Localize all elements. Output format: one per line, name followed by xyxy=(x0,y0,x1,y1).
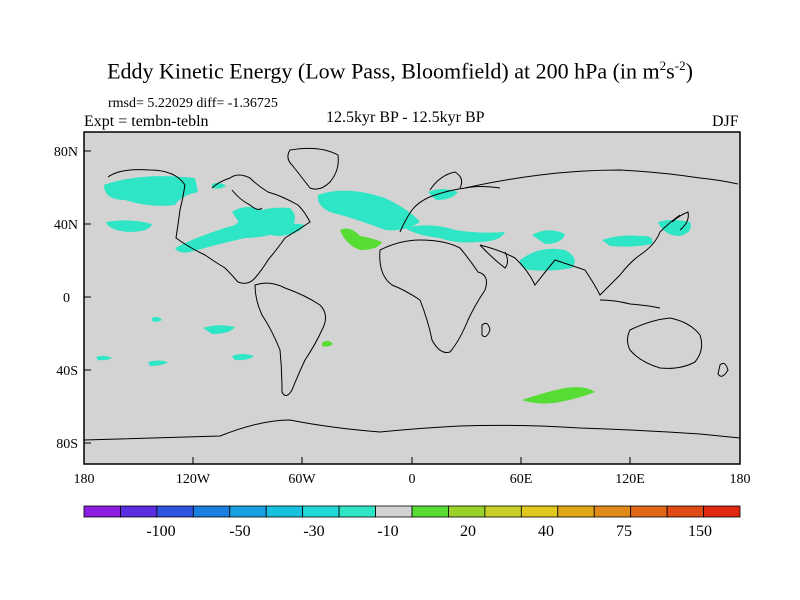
colorbar-swatch xyxy=(593,505,632,518)
season-label: DJF xyxy=(712,113,739,130)
colorbar-swatch xyxy=(156,505,194,518)
coastline-south-america xyxy=(254,282,326,396)
lat-label-80s: 80S xyxy=(56,437,78,452)
coastline-asia xyxy=(464,169,739,189)
lat-label-40s: 40S xyxy=(56,364,78,379)
anomaly-region-south-pacific-2 xyxy=(232,354,254,361)
coastline-scandinavia xyxy=(429,171,463,191)
colorbar-swatch xyxy=(338,505,376,518)
colorbar-swatch xyxy=(120,505,158,518)
coastline-hudson-bay xyxy=(231,189,263,210)
coastline-new-zealand xyxy=(717,362,729,377)
anomaly-region-greenland-spot xyxy=(212,182,226,189)
colorbar-swatch xyxy=(630,505,668,518)
lon-label-120e: 120E xyxy=(615,472,645,487)
anomaly-region-south-pacific-4 xyxy=(96,355,112,361)
coastline-antarctica xyxy=(83,419,741,441)
colorbar-swatch xyxy=(375,505,413,518)
period-label: 12.5kyr BP - 12.5kyr BP xyxy=(326,109,485,126)
colorbar-swatch xyxy=(484,505,522,518)
colorbar-label: 150 xyxy=(688,523,712,540)
colorbar-label: -30 xyxy=(303,523,324,540)
colorbar-label: -10 xyxy=(377,523,398,540)
anomaly-region-india xyxy=(519,248,575,271)
anomaly-region-hudson xyxy=(232,206,262,224)
colorbar-label: -100 xyxy=(146,523,175,540)
anomaly-region-north-pacific xyxy=(104,176,198,206)
colorbar-swatch xyxy=(265,505,304,518)
colorbar-label: -50 xyxy=(229,523,250,540)
anomaly-region-south-pacific-3 xyxy=(148,360,168,366)
colorbar-swatch xyxy=(83,505,121,518)
anomaly-region-azores xyxy=(340,228,382,250)
colorbar-swatch xyxy=(229,505,267,518)
coastline-indonesia xyxy=(599,299,661,309)
anomaly-region-north-pacific-small xyxy=(106,220,152,232)
anomaly-region-scandinavia xyxy=(428,189,458,200)
coastline-africa xyxy=(379,239,487,353)
latitude-labels: 80N 40N 0 40S 80S xyxy=(54,145,78,452)
axis-ticks xyxy=(84,150,631,464)
colorbar-swatch xyxy=(703,505,741,518)
experiment-label: Expt = tembn-tebln xyxy=(84,113,209,130)
colorbar-label: 20 xyxy=(460,523,476,540)
colorbar-label: 40 xyxy=(538,523,554,540)
coastline-south-asia xyxy=(479,214,681,296)
coastline-europe xyxy=(399,186,501,233)
lon-label-60w: 60W xyxy=(288,472,316,487)
lon-label-0: 0 xyxy=(409,472,416,487)
stats-text: rmsd= 5.22029 diff= -1.36725 xyxy=(108,96,278,111)
anomaly-region-japan xyxy=(658,220,691,236)
colorbar-swatch xyxy=(520,505,559,518)
lon-label-180w: 180 xyxy=(74,472,95,487)
anomaly-region-mediterranean xyxy=(405,225,505,243)
anomaly-region-south-pacific-5 xyxy=(152,316,162,322)
anomaly-region-southern-ocean xyxy=(522,387,595,404)
coastline-madagascar xyxy=(481,322,491,338)
anomaly-region-central-asia xyxy=(532,230,565,244)
lat-label-0: 0 xyxy=(63,291,70,306)
coastline-greenland xyxy=(287,147,339,190)
colorbar-swatch xyxy=(411,505,449,518)
coastlines xyxy=(83,147,741,441)
colorbar-swatch xyxy=(666,505,704,518)
coastline-japan xyxy=(671,211,689,231)
coastline-north-america xyxy=(107,169,311,284)
longitude-labels: 180 120W 60W 0 60E 120E 180 xyxy=(74,472,751,487)
map-title: Eddy Kinetic Energy (Low Pass, Bloomfiel… xyxy=(107,58,693,84)
anomaly-fills xyxy=(96,176,691,404)
anomaly-region-south-america xyxy=(322,340,333,347)
lon-label-180e: 180 xyxy=(730,472,751,487)
coastline-arabia xyxy=(479,244,508,269)
anomaly-region-south-pacific xyxy=(203,325,235,334)
anomaly-region-north-atlantic xyxy=(317,190,420,231)
colorbar-swatch xyxy=(448,505,486,518)
lat-label-80n: 80N xyxy=(54,145,78,160)
lon-label-60e: 60E xyxy=(510,472,533,487)
colorbar-label: 75 xyxy=(616,523,632,540)
anomaly-region-canada-atlantic xyxy=(175,207,295,253)
lat-label-40n: 40N xyxy=(54,218,78,233)
lon-label-120w: 120W xyxy=(176,472,211,487)
colorbar-swatch xyxy=(192,505,231,518)
colorbar-labels: -100 -50 -30 -10 20 40 75 150 xyxy=(146,523,712,540)
colorbar-swatch xyxy=(302,505,340,518)
colorbar xyxy=(83,505,741,518)
coastline-australia xyxy=(627,317,703,369)
colorbar-swatch xyxy=(557,505,595,518)
anomaly-region-east-asia xyxy=(602,235,653,247)
